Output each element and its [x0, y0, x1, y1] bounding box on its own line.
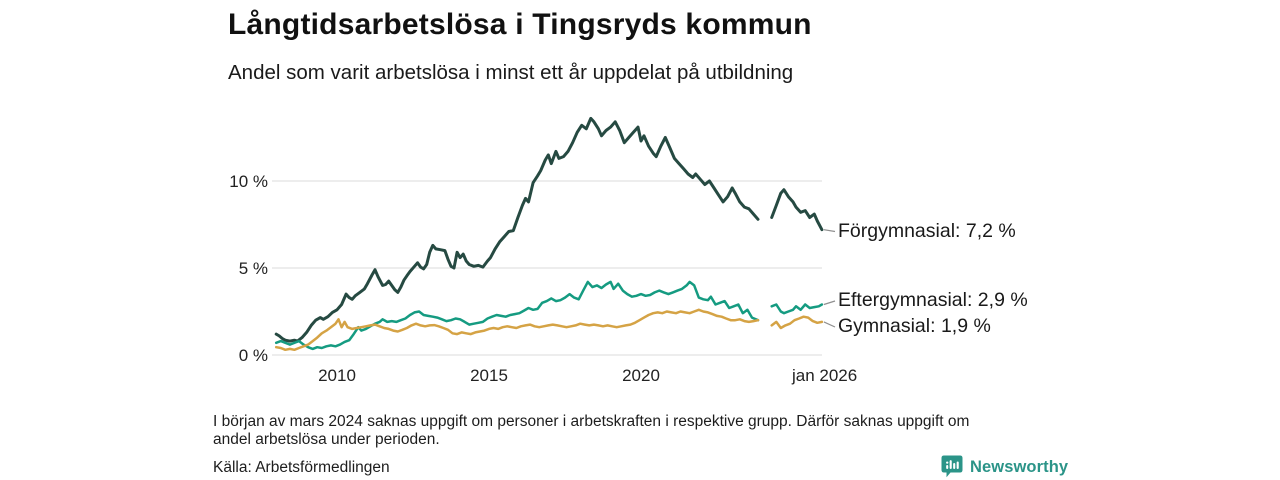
page-title: Långtidsarbetslösa i Tingsryds kommun — [228, 8, 812, 41]
footnote: I början av mars 2024 saknas uppgift om … — [213, 413, 969, 448]
x-axis-tick-2020: 2020 — [622, 366, 660, 385]
x-axis-tick-2015: 2015 — [470, 366, 508, 385]
x-axis-tick-jan-2026: jan 2026 — [791, 366, 858, 385]
series-end-label-eftergymnasial: Eftergymnasial: 2,9 % — [838, 289, 1028, 311]
newsworthy-logo-text: Newsworthy — [970, 457, 1069, 476]
page-subtitle: Andel som varit arbetslösa i minst ett å… — [228, 61, 794, 84]
series-end-label-gymnasial: Gymnasial: 1,9 % — [838, 315, 991, 337]
y-axis-tick-10: 10 % — [229, 172, 268, 191]
newsworthy-branding: Newsworthy — [941, 455, 1068, 479]
footnote-line-2: andel arbetslösa under perioden. — [213, 430, 440, 448]
y-axis-tick-5: 5 % — [238, 259, 268, 278]
y-axis-tick-0: 0 % — [238, 346, 268, 365]
series-end-label-forgymnasial: Förgymnasial: 7,2 % — [838, 219, 1016, 242]
newsworthy-logo-icon — [941, 455, 963, 478]
source-attribution: Källa: Arbetsförmedlingen — [213, 459, 390, 476]
footnote-line-1: I början av mars 2024 saknas uppgift om … — [213, 413, 970, 430]
x-axis-tick-2010: 2010 — [318, 366, 356, 385]
